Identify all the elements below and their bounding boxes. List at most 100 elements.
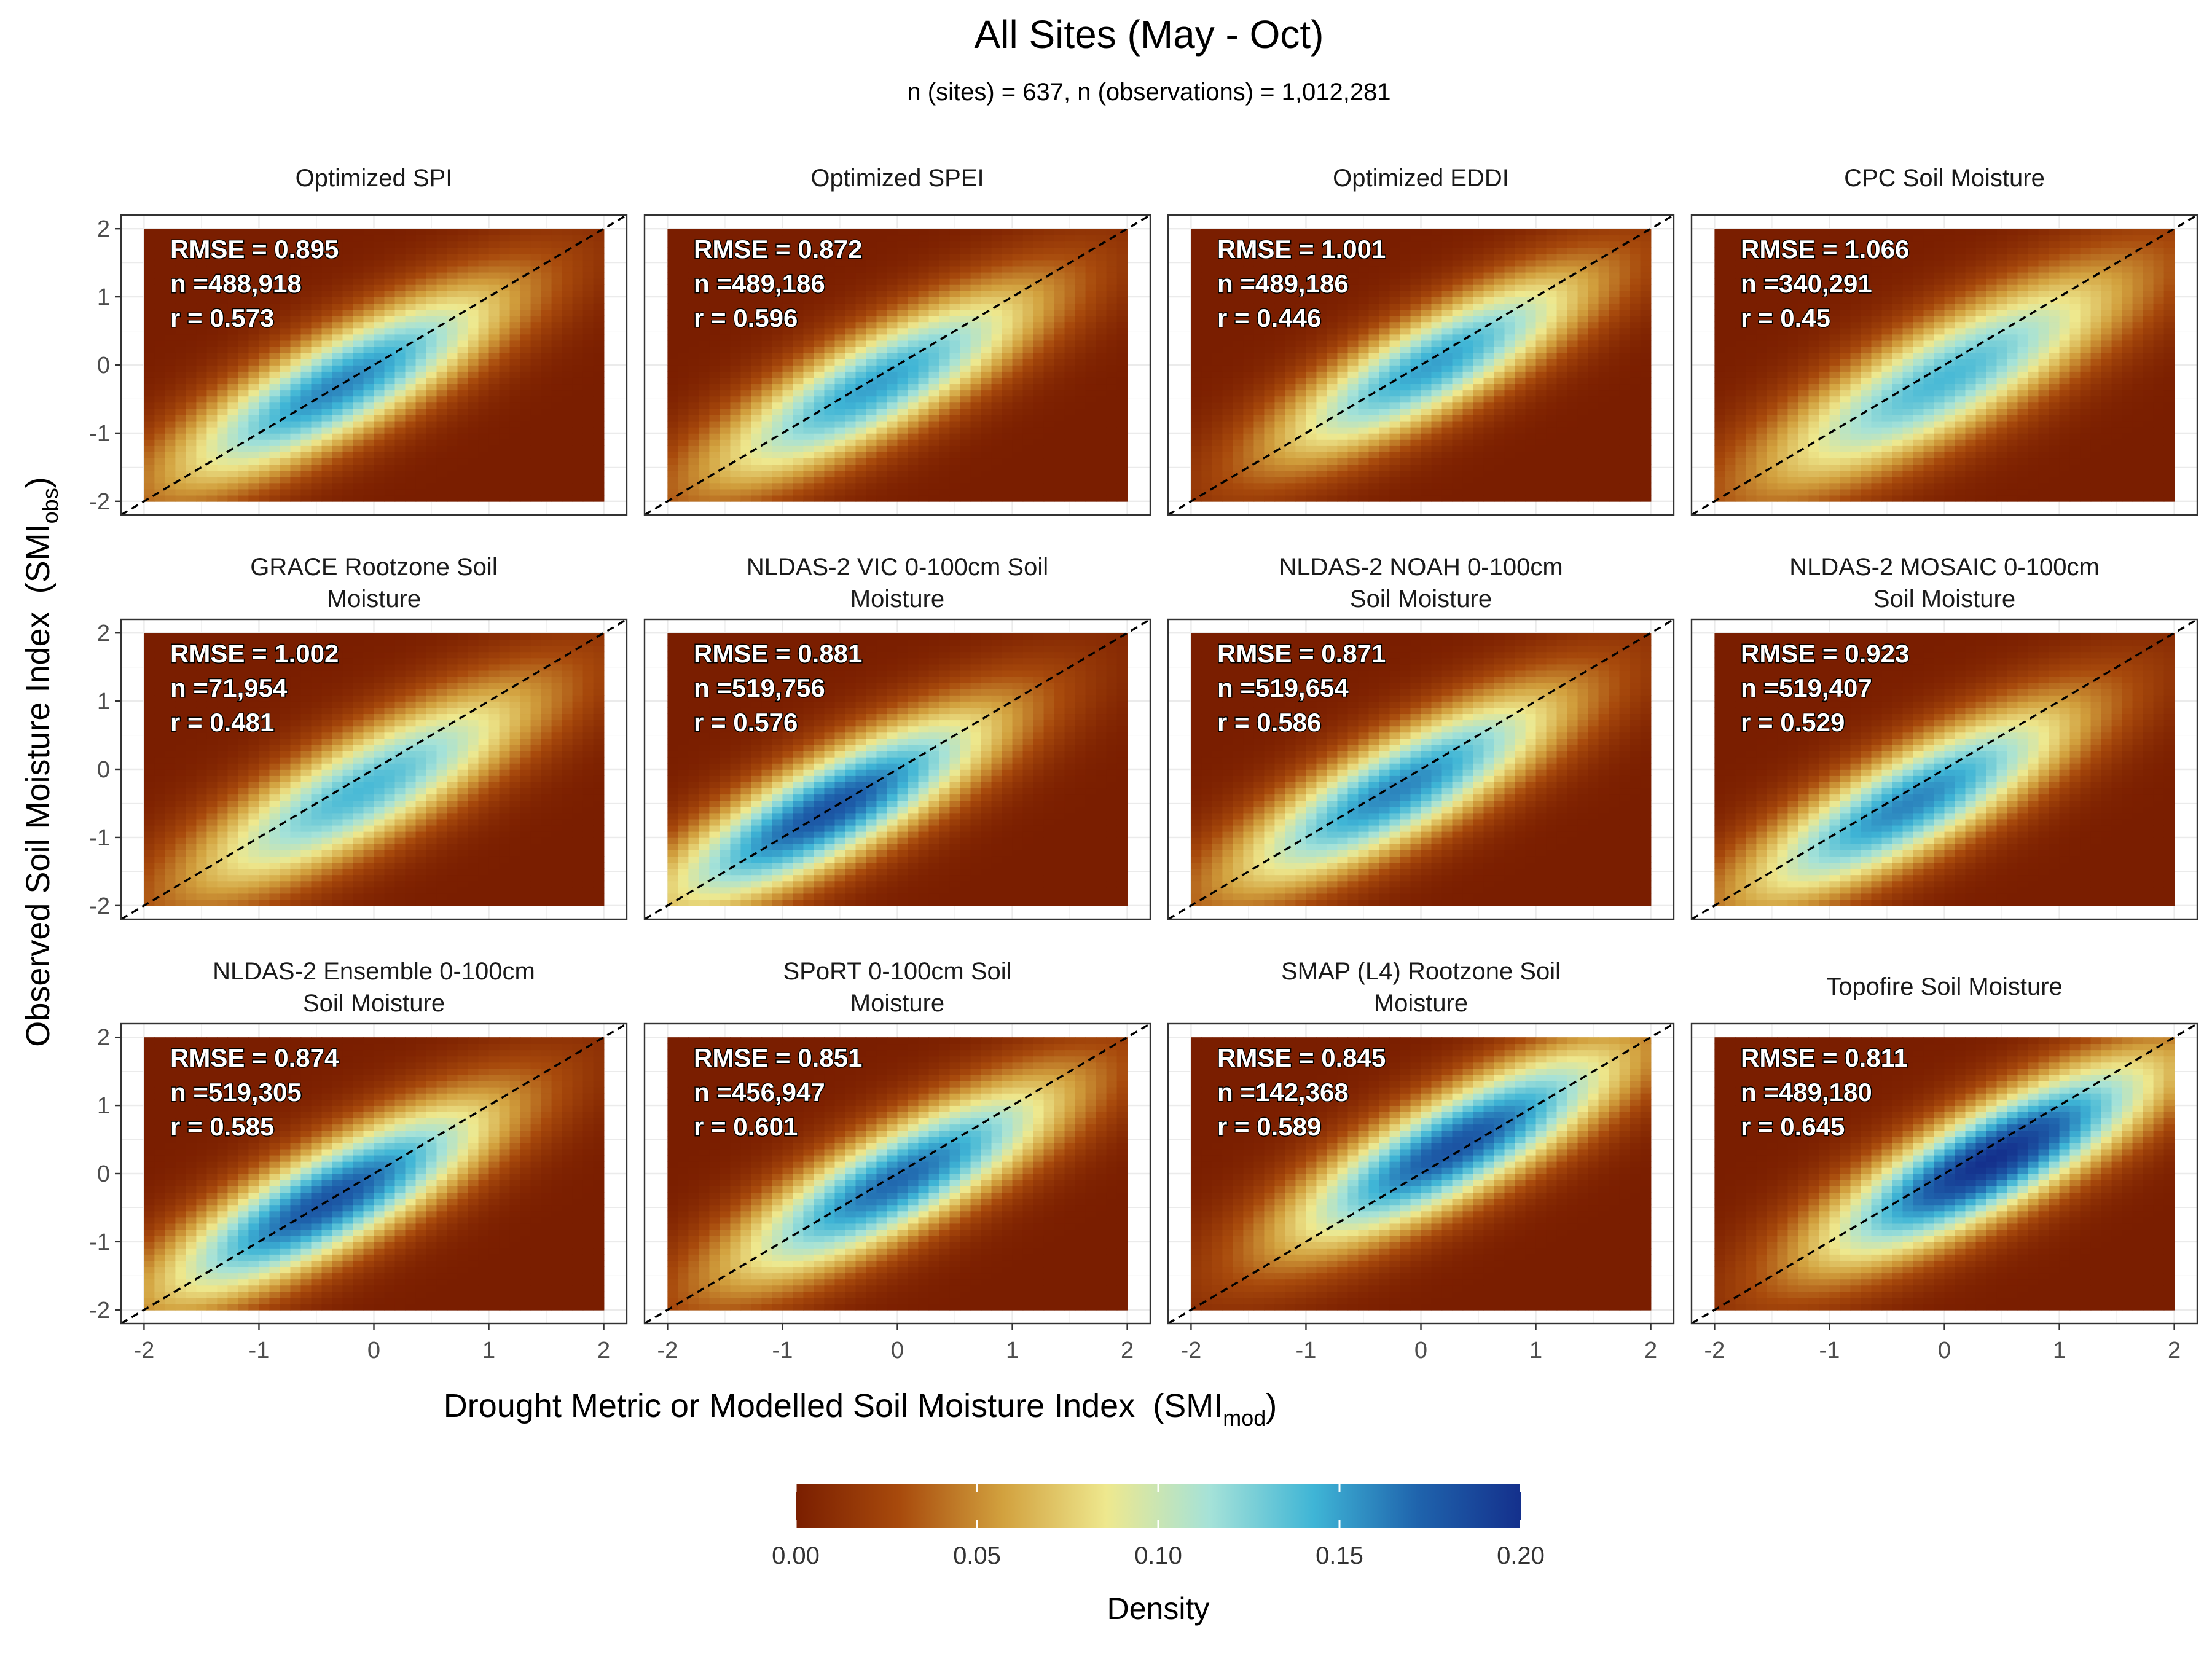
heatmap-cell: [803, 495, 815, 502]
heatmap-cell: [426, 433, 437, 440]
heatmap-cell: [1064, 229, 1076, 236]
heatmap-cell: [761, 420, 773, 428]
heatmap-cell: [551, 445, 563, 452]
heatmap-cell: [1043, 377, 1055, 385]
heatmap-cell: [374, 346, 385, 353]
heatmap-cell: [772, 334, 783, 341]
heatmap-cell: [949, 396, 961, 403]
heatmap-cell: [541, 265, 552, 273]
heatmap-cell: [866, 365, 877, 372]
heatmap-cell: [332, 278, 343, 285]
heatmap-cell: [751, 408, 763, 415]
heatmap-cell: [834, 371, 846, 378]
heatmap-cell: [520, 383, 531, 391]
heatmap-cell: [1033, 464, 1045, 471]
heatmap-cell: [259, 278, 270, 285]
heatmap-cell: [688, 229, 700, 236]
heatmap-cell: [447, 458, 458, 465]
heatmap-cell: [1096, 259, 1107, 267]
heatmap-cell: [1337, 452, 1349, 459]
heatmap-cell: [311, 358, 323, 366]
heatmap-cell: [876, 452, 888, 459]
heatmap-cell: [1285, 291, 1296, 297]
heatmap-cell: [1316, 247, 1328, 254]
heatmap-cell: [824, 346, 836, 353]
heatmap-cell: [1358, 377, 1370, 385]
heatmap-cell: [541, 470, 552, 477]
heatmap-cell: [1410, 340, 1422, 347]
heatmap-cell: [1106, 303, 1118, 310]
heatmap-cell: [928, 402, 940, 409]
heatmap-cell: [970, 365, 982, 372]
heatmap-cell: [772, 358, 783, 366]
heatmap-cell: [457, 365, 469, 372]
heatmap-cell: [1096, 352, 1107, 359]
heatmap-cell: [814, 346, 825, 353]
heatmap-cell: [259, 420, 270, 428]
heatmap-cell: [772, 402, 783, 409]
heatmap-cell: [1096, 371, 1107, 378]
heatmap-cell: [165, 402, 176, 409]
heatmap-cell: [217, 272, 229, 279]
heatmap-cell: [1054, 383, 1065, 391]
heatmap-cell: [1295, 229, 1307, 236]
heatmap-cell: [206, 488, 218, 496]
heatmap-cell: [468, 371, 479, 378]
heatmap-cell: [1274, 383, 1286, 391]
heatmap-cell: [709, 315, 721, 323]
heatmap-cell: [572, 327, 584, 335]
heatmap-cell: [688, 235, 700, 242]
heatmap-cell: [678, 340, 689, 347]
heatmap-cell: [582, 253, 594, 261]
heatmap-cell: [499, 464, 511, 471]
heatmap-cell: [593, 383, 605, 391]
heatmap-cell: [1012, 253, 1024, 261]
heatmap-cell: [1085, 259, 1097, 267]
heatmap-cell: [1233, 445, 1244, 452]
heatmap-cell: [855, 452, 867, 459]
heatmap-cell: [1106, 426, 1118, 434]
heatmap-cell: [1347, 241, 1359, 248]
heatmap-cell: [782, 297, 794, 304]
heatmap-cell: [1358, 452, 1370, 459]
heatmap-cell: [259, 327, 270, 335]
heatmap-cell: [709, 408, 721, 415]
heatmap-cell: [1022, 334, 1034, 341]
heatmap-cell: [290, 352, 302, 359]
stat-r-value: 0.573: [210, 304, 274, 332]
heatmap-cell: [332, 439, 343, 446]
heatmap-cell: [1054, 414, 1065, 422]
heatmap-cell: [1347, 414, 1359, 422]
heatmap-cell: [217, 229, 229, 236]
heatmap-cell: [374, 482, 385, 490]
heatmap-cell: [1389, 495, 1401, 502]
heatmap-cell: [1347, 278, 1359, 285]
heatmap-cell: [1054, 402, 1065, 409]
heatmap-cell: [541, 346, 552, 353]
heatmap-cell: [321, 452, 333, 459]
heatmap-cell: [1075, 426, 1086, 434]
heatmap-cell: [436, 383, 448, 391]
heatmap-cell: [1212, 241, 1223, 248]
density-heatmap: [667, 229, 1128, 502]
heatmap-cell: [1022, 426, 1034, 434]
heatmap-cell: [824, 433, 836, 440]
heatmap-cell: [394, 433, 406, 440]
heatmap-cell: [426, 352, 437, 359]
heatmap-cell: [1379, 377, 1390, 385]
heatmap-cell: [1033, 334, 1045, 341]
heatmap-cell: [720, 358, 731, 366]
heatmap-cell: [1389, 414, 1401, 422]
heatmap-cell: [280, 426, 291, 434]
heatmap-cell: [447, 247, 458, 254]
heatmap-cell: [803, 303, 815, 310]
heatmap-cell: [782, 445, 794, 452]
heatmap-cell: [887, 464, 898, 471]
heatmap-cell: [803, 309, 815, 316]
heatmap-cell: [981, 377, 992, 385]
heatmap-cell: [1337, 476, 1349, 484]
heatmap-cell: [1191, 272, 1202, 279]
heatmap-cell: [1379, 334, 1390, 341]
heatmap-cell: [541, 278, 552, 285]
heatmap-cell: [457, 278, 469, 285]
